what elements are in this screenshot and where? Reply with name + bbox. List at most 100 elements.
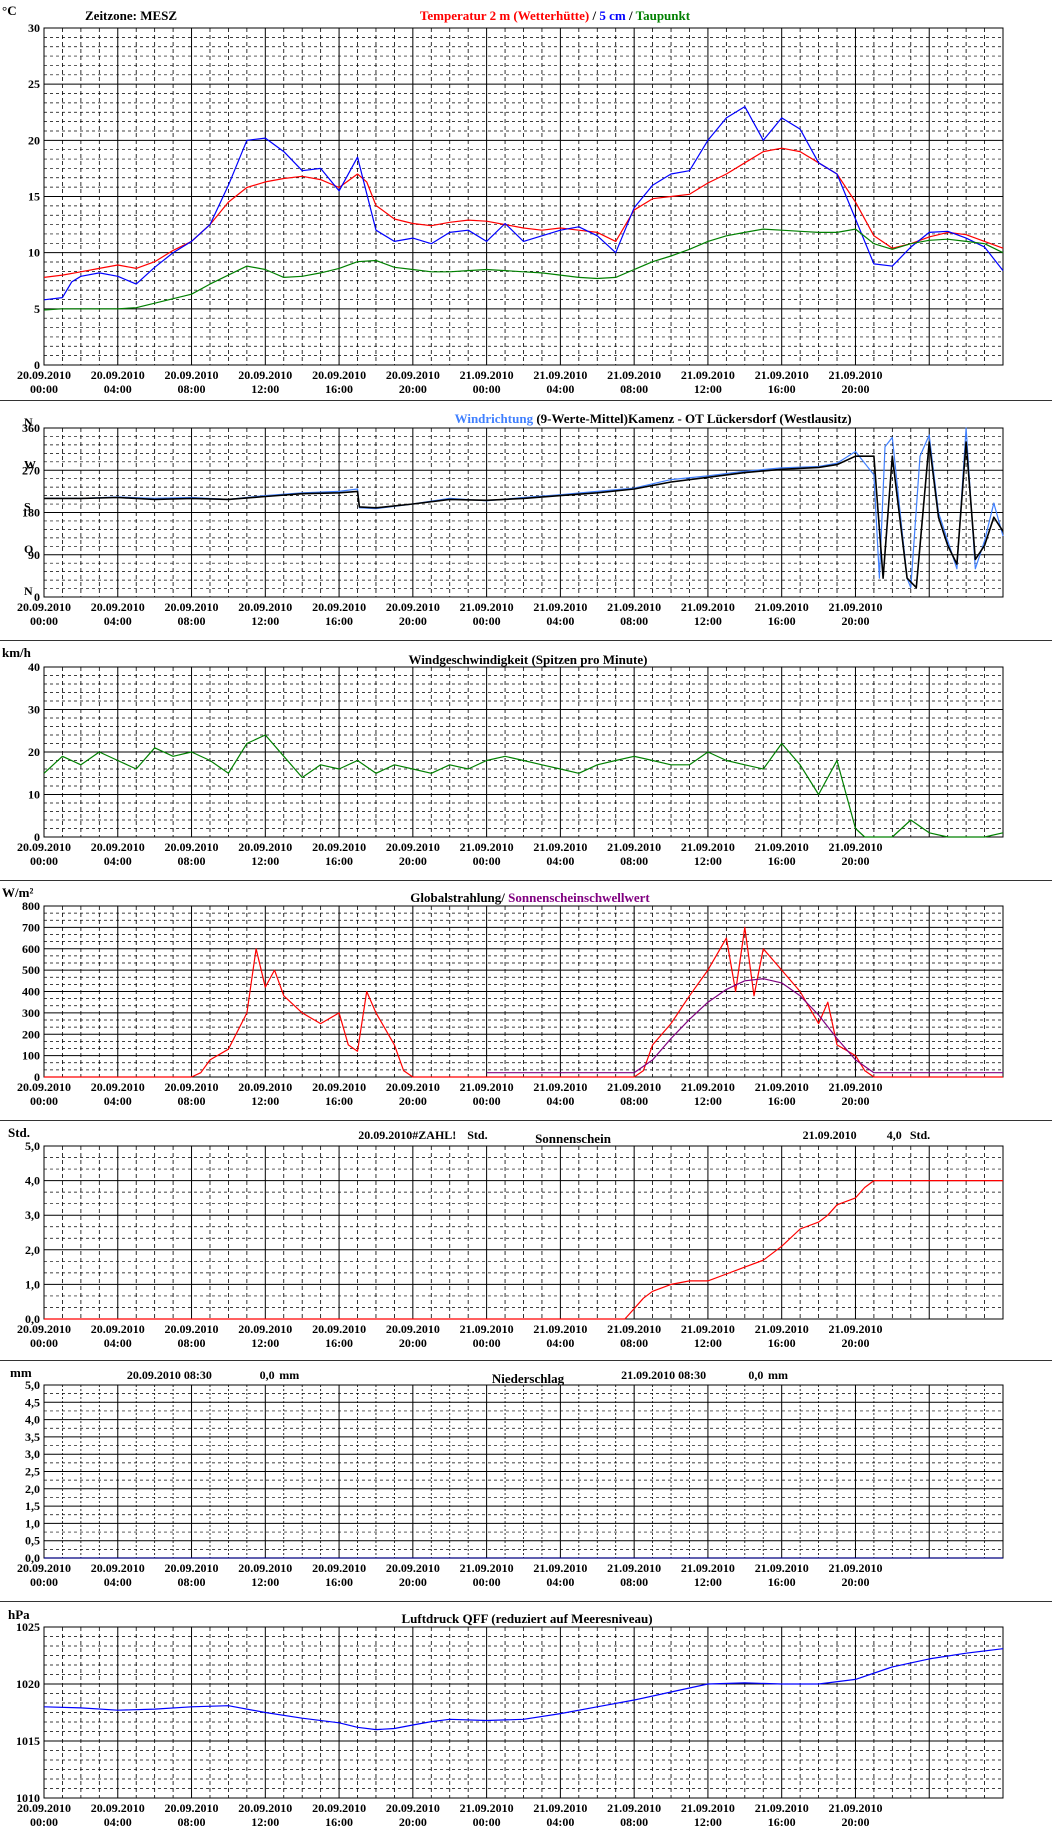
- y-tick-label: 90: [28, 548, 40, 562]
- y-unit-label: Std.: [8, 1125, 30, 1140]
- x-tick-date: 20.09.2010: [165, 1801, 219, 1815]
- x-tick-date: 21.09.2010: [460, 368, 514, 382]
- temperature-chart: °C Zeitzone: MESZ Temperatur 2 m (Wetter…: [2, 3, 1004, 396]
- y-tick-label: 400: [22, 985, 40, 999]
- x-tick-time: 00:00: [473, 614, 501, 628]
- x-tick-time: 12:00: [694, 1336, 722, 1350]
- x-tick-time: 08:00: [620, 614, 648, 628]
- compass-label: W: [24, 457, 36, 471]
- y-tick-label: 1,0: [25, 1277, 40, 1291]
- y-tick-label: 1,5: [25, 1499, 40, 1513]
- header-annotation: 20.09.2010#ZAHL!: [358, 1128, 456, 1142]
- x-tick-date: 20.09.2010: [386, 1561, 440, 1575]
- x-tick-date: 20.09.2010: [91, 1080, 145, 1094]
- plot-area: [43, 1626, 1004, 1799]
- x-tick-time: 00:00: [473, 854, 501, 868]
- x-tick-time: 20:00: [841, 382, 869, 396]
- header-annotation: 0,0: [260, 1368, 275, 1382]
- x-tick-time: 08:00: [620, 1575, 648, 1589]
- y-tick-label: 3,0: [25, 1208, 40, 1222]
- series-line: [44, 441, 1004, 589]
- x-tick-date: 20.09.2010: [312, 600, 366, 614]
- x-tick-time: 08:00: [178, 614, 206, 628]
- series-line: [486, 978, 1003, 1074]
- x-tick-date: 21.09.2010: [460, 1801, 514, 1815]
- x-tick-date: 21.09.2010: [828, 840, 882, 854]
- x-tick-time: 00:00: [473, 382, 501, 396]
- x-tick-time: 08:00: [178, 1094, 206, 1108]
- y-tick-label: 1,0: [25, 1516, 40, 1530]
- x-tick-date: 20.09.2010: [386, 600, 440, 614]
- plot-area: [43, 1384, 1004, 1559]
- x-tick-time: 12:00: [251, 854, 279, 868]
- x-tick-date: 20.09.2010: [386, 1801, 440, 1815]
- series-line: [43, 1648, 1004, 1731]
- chart-title: Windrichtung (9-Werte-Mittel): [455, 411, 628, 426]
- x-tick-date: 21.09.2010: [755, 600, 809, 614]
- y-unit-label: °C: [2, 3, 17, 18]
- y-tick-label: 700: [22, 920, 40, 934]
- title-winddir: Windrichtung: [455, 411, 534, 426]
- x-tick-time: 16:00: [325, 1575, 353, 1589]
- x-tick-date: 21.09.2010: [681, 1801, 735, 1815]
- x-tick-time: 08:00: [620, 1094, 648, 1108]
- x-tick-time: 12:00: [694, 1094, 722, 1108]
- x-tick-time: 20:00: [399, 1336, 427, 1350]
- x-tick-date: 20.09.2010: [386, 840, 440, 854]
- title-sep: /: [589, 8, 599, 23]
- plot-area: [43, 427, 1004, 598]
- x-tick-time: 04:00: [546, 382, 574, 396]
- winddir-panel: Windrichtung (9-Werte-Mittel) Kamenz - O…: [0, 401, 1052, 640]
- panel-divider: [0, 1601, 1052, 1602]
- x-tick-date: 20.09.2010: [91, 368, 145, 382]
- y-tick-label: 0,5: [25, 1534, 40, 1548]
- y-unit-label: hPa: [8, 1607, 30, 1622]
- x-tick-date: 21.09.2010: [828, 1801, 882, 1815]
- x-tick-date: 20.09.2010: [386, 1322, 440, 1336]
- y-tick-label: 5,0: [25, 1139, 40, 1153]
- x-tick-time: 00:00: [30, 1336, 58, 1350]
- x-tick-date: 20.09.2010: [165, 1561, 219, 1575]
- x-tick-date: 21.09.2010: [533, 1801, 587, 1815]
- x-tick-date: 20.09.2010: [17, 1801, 71, 1815]
- x-tick-date: 20.09.2010: [165, 840, 219, 854]
- x-tick-time: 04:00: [104, 614, 132, 628]
- y-unit-label: W/m²: [2, 885, 33, 900]
- radiation-panel: W/m² Globalstrahlung/ Sonnenscheinschwel…: [0, 881, 1052, 1120]
- x-tick-time: 16:00: [325, 1336, 353, 1350]
- x-tick-time: 12:00: [694, 1815, 722, 1829]
- header-annotation: 21.09.2010: [803, 1128, 857, 1142]
- x-tick-time: 12:00: [694, 1575, 722, 1589]
- x-tick-date: 21.09.2010: [828, 368, 882, 382]
- y-tick-label: 10: [28, 246, 40, 260]
- x-tick-time: 16:00: [768, 1336, 796, 1350]
- x-tick-time: 12:00: [251, 382, 279, 396]
- x-tick-date: 21.09.2010: [533, 840, 587, 854]
- x-tick-date: 20.09.2010: [17, 368, 71, 382]
- x-tick-time: 20:00: [399, 1094, 427, 1108]
- x-tick-time: 12:00: [694, 382, 722, 396]
- x-tick-time: 08:00: [620, 382, 648, 396]
- x-tick-time: 16:00: [325, 1094, 353, 1108]
- x-tick-time: 04:00: [104, 382, 132, 396]
- x-tick-time: 12:00: [251, 1575, 279, 1589]
- timezone-label: Zeitzone: MESZ: [85, 8, 177, 23]
- x-tick-date: 20.09.2010: [238, 1561, 292, 1575]
- x-tick-time: 00:00: [30, 382, 58, 396]
- x-tick-date: 20.09.2010: [312, 840, 366, 854]
- header-annotation: 21.09.2010 08:30: [621, 1368, 706, 1382]
- x-tick-time: 04:00: [546, 1336, 574, 1350]
- x-tick-time: 12:00: [251, 1336, 279, 1350]
- x-tick-date: 20.09.2010: [165, 1080, 219, 1094]
- title-radiation: Globalstrahlung/: [410, 890, 508, 905]
- x-tick-date: 20.09.2010: [91, 840, 145, 854]
- station-label: Kamenz - OT Lückersdorf (Westlausitz): [628, 411, 852, 426]
- x-tick-date: 20.09.2010: [17, 1561, 71, 1575]
- series-line: [43, 734, 1004, 838]
- x-tick-time: 04:00: [104, 1094, 132, 1108]
- x-tick-date: 21.09.2010: [681, 600, 735, 614]
- x-tick-time: 20:00: [841, 1815, 869, 1829]
- panel-divider: [0, 640, 1052, 641]
- y-tick-label: 30: [28, 703, 40, 717]
- x-tick-time: 16:00: [325, 382, 353, 396]
